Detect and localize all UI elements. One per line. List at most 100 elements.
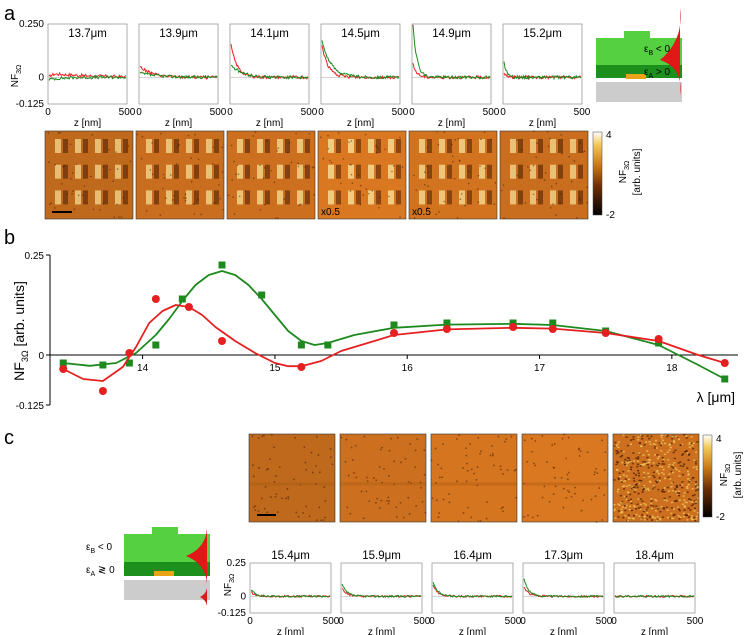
afm-speck — [315, 465, 317, 467]
afm-feature-dark — [336, 190, 341, 205]
afm-background — [431, 434, 517, 522]
afm-speck — [363, 435, 366, 438]
red-trace — [250, 591, 331, 598]
afm-noise — [694, 483, 697, 486]
red-trace — [321, 45, 400, 80]
afm-image — [499, 130, 589, 220]
afm-feature-dark — [396, 139, 401, 153]
afm-speck — [568, 491, 571, 494]
afm-feature-dark — [558, 139, 563, 153]
afm-noise — [687, 459, 690, 461]
afm-noise — [628, 508, 631, 511]
afm-noise — [681, 503, 684, 505]
afm-speck — [347, 474, 350, 477]
layer-diagram-c: εB < 0 εA ≷ 0 — [86, 527, 210, 606]
afm-speck — [491, 444, 493, 447]
afm-speck — [536, 514, 539, 517]
x-axis-label: z [nm] — [165, 118, 192, 129]
afm-speck — [331, 463, 334, 466]
afm-noise — [650, 502, 653, 505]
afm-noise — [663, 508, 666, 510]
afm-speck — [562, 506, 565, 509]
afm-noise — [661, 516, 664, 519]
afm-noise — [690, 517, 693, 519]
afm-speck — [367, 192, 370, 195]
afm-speck — [252, 135, 255, 137]
afm-noise — [665, 506, 668, 509]
afm-speck — [435, 213, 437, 216]
afm-speck — [477, 201, 480, 204]
afm-speck — [160, 132, 162, 135]
afm-noise — [626, 460, 629, 462]
afm-speck — [448, 493, 451, 495]
afm-speck — [354, 444, 357, 447]
green-data-point — [178, 295, 186, 303]
afm-image — [339, 433, 427, 523]
afm-speck — [466, 506, 469, 509]
afm-noise — [631, 486, 634, 488]
afm-noise — [647, 461, 650, 464]
afm-speck — [414, 449, 417, 452]
spectrum-title: 13.7μm — [68, 28, 107, 40]
afm-feature — [419, 190, 425, 205]
afm-noise — [686, 452, 689, 454]
afm-noise — [647, 453, 650, 456]
afm-background — [613, 434, 699, 522]
x-tick-label: 0 — [45, 107, 51, 118]
afm-speck — [365, 188, 368, 190]
afm-speck — [260, 497, 263, 500]
afm-background — [522, 434, 608, 522]
afm-noise — [622, 516, 625, 519]
afm-speck — [362, 194, 365, 196]
afm-speck — [388, 449, 391, 452]
afm-feature — [510, 139, 516, 153]
green-data-point — [443, 319, 451, 327]
afm-noise — [696, 497, 699, 500]
afm-speck — [66, 193, 69, 195]
afm-speck — [270, 169, 272, 172]
afm-noise — [693, 516, 696, 519]
afm-frame — [339, 433, 427, 523]
afm-speck — [221, 170, 224, 173]
y-tick-label: 0.25 — [227, 558, 247, 569]
afm-speck — [349, 190, 352, 192]
afm-noise — [624, 506, 627, 509]
afm-feature — [419, 139, 425, 153]
afm-noise — [689, 500, 692, 502]
afm-speck — [116, 203, 118, 206]
afm-speck — [579, 197, 581, 200]
y-tick-label: -0.125 — [16, 401, 45, 412]
afm-feature — [186, 139, 192, 153]
afm-speck — [437, 463, 439, 466]
afm-noise — [657, 488, 660, 491]
afm-feature-dark — [285, 190, 290, 205]
afm-noise — [682, 453, 685, 455]
x-tick-label: 500 — [392, 107, 409, 118]
afm-noise — [657, 465, 660, 467]
afm-speck — [573, 160, 576, 162]
afm-speck — [420, 486, 423, 489]
afm-speck — [566, 473, 569, 476]
afm-speck — [254, 509, 257, 512]
afm-noise — [677, 506, 680, 508]
afm-speck — [184, 193, 187, 196]
afm-noise — [685, 501, 688, 504]
y-tick-label: -0.125 — [16, 99, 45, 110]
afm-speck — [277, 147, 280, 150]
afm-noise — [632, 477, 635, 480]
afm-noise — [641, 500, 644, 503]
afm-image — [430, 433, 518, 523]
afm-speck — [415, 189, 417, 191]
afm-speck — [466, 469, 469, 472]
afm-noise — [646, 450, 649, 452]
scale-factor-label: x0.5 — [321, 207, 340, 218]
nearfield-profile-c — [186, 528, 207, 584]
red-data-point — [297, 363, 306, 371]
afm-noise — [647, 487, 650, 490]
afm-speck — [541, 434, 544, 437]
afm-noise — [686, 467, 689, 469]
afm-feature — [479, 139, 485, 153]
afm-noise — [629, 498, 632, 501]
afm-feature — [206, 139, 212, 153]
afm-speck — [552, 203, 554, 205]
